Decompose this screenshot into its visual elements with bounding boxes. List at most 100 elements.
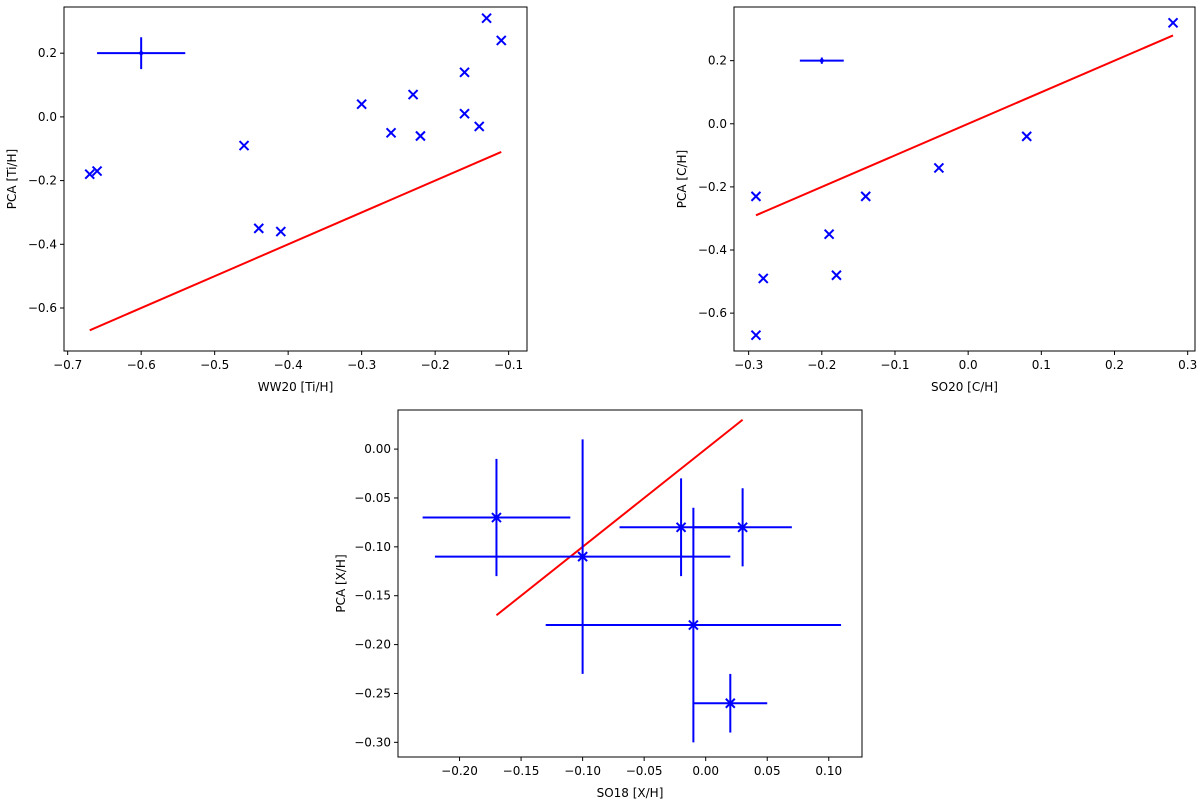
ti-point-11-marker-b xyxy=(474,121,485,132)
x-ytick-label-3: −0.15 xyxy=(354,589,391,603)
ti-xtick-label-4: −0.3 xyxy=(347,358,376,372)
ti-ytick-label-4: 0.2 xyxy=(38,46,57,60)
x-xtick-label-3: −0.05 xyxy=(626,764,663,778)
ti-data-point-2 xyxy=(238,140,250,151)
x-ytick-label-5: −0.25 xyxy=(354,686,391,700)
c-point-0-marker-b xyxy=(750,191,762,202)
ti-data-point-7 xyxy=(407,89,419,100)
c-xtick-label-2: −0.1 xyxy=(880,358,909,372)
x-point-5-marker-b xyxy=(725,698,736,709)
x-data-point-1 xyxy=(434,439,731,674)
c-data-point-8 xyxy=(1167,17,1179,28)
ti-point-1-marker-b xyxy=(91,165,103,177)
ti-xtick-label-2: −0.5 xyxy=(200,358,229,372)
ti-xtick-label-5: −0.2 xyxy=(421,358,450,372)
x-x-axis-label: SO18 [X/H] xyxy=(597,786,664,800)
c-point-4-marker-b xyxy=(831,270,842,281)
ti-ytick-label-2: −0.2 xyxy=(28,174,57,188)
x-point-1-marker-b xyxy=(577,551,588,562)
c-axes-frame xyxy=(733,6,1196,352)
ti-data-point-5 xyxy=(356,98,367,110)
c-ytick-label-3: 0.0 xyxy=(708,117,727,131)
c-point-1-marker-b xyxy=(750,330,762,341)
ti-data-point-9 xyxy=(459,67,470,78)
c-point-2-marker-b xyxy=(758,273,769,284)
ti-point-7-marker-b xyxy=(407,89,419,100)
ti-xtick-label-0: −0.7 xyxy=(53,358,82,372)
c-ytick-label-1: −0.4 xyxy=(698,243,727,257)
x-ytick-label-6: −0.30 xyxy=(354,735,391,749)
ti-fit-line xyxy=(89,151,502,332)
c-typical-error-bar xyxy=(799,57,844,64)
ti-point-10-marker-b xyxy=(459,108,470,119)
x-point-0-marker-b xyxy=(491,512,502,523)
x-xtick-label-6: 0.10 xyxy=(815,764,842,778)
x-axes-frame xyxy=(397,409,863,758)
x-xtick-label-1: −0.15 xyxy=(503,764,540,778)
c-point-7-marker-b xyxy=(1021,131,1032,142)
c-typical-error-center xyxy=(819,58,824,63)
c-xtick-label-5: 0.2 xyxy=(1105,358,1124,372)
x-point-4-marker-b xyxy=(688,619,699,631)
c-data-point-2 xyxy=(758,273,769,284)
c-data-point-5 xyxy=(860,191,871,202)
x-xtick-label-2: −0.10 xyxy=(564,764,601,778)
ti-data-point-0 xyxy=(84,169,95,180)
c-data-point-4 xyxy=(831,270,842,281)
ti-data-point-12 xyxy=(481,12,492,24)
ti-data-point-4 xyxy=(275,226,287,237)
c-ytick-label-2: −0.2 xyxy=(698,180,727,194)
ti-ytick-label-0: −0.6 xyxy=(28,301,57,315)
c-xtick-label-1: −0.2 xyxy=(807,358,836,372)
c-xtick-label-4: 0.1 xyxy=(1032,358,1051,372)
ti-axes-frame xyxy=(63,6,528,352)
ti-point-3-marker-b xyxy=(253,223,264,234)
c-y-axis-label: PCA [C/H] xyxy=(675,150,689,208)
x-xtick-label-4: 0.00 xyxy=(692,764,719,778)
ti-point-6-marker-b xyxy=(385,127,397,139)
ti-data-point-3 xyxy=(253,223,264,234)
ti-point-12-marker-b xyxy=(481,12,492,24)
x-ytick-label-1: −0.05 xyxy=(354,491,391,505)
ti-ytick-label-3: 0.0 xyxy=(38,110,57,124)
ti-xtick-label-1: −0.6 xyxy=(127,358,156,372)
ti-ytick-label-1: −0.4 xyxy=(28,237,57,251)
x-point-2-marker-b xyxy=(675,522,687,533)
x-data-point-5 xyxy=(693,673,768,733)
c-point-8-marker-b xyxy=(1167,17,1179,28)
ti-xtick-label-3: −0.4 xyxy=(274,358,303,372)
c-xtick-label-3: 0.0 xyxy=(959,358,978,372)
c-data-point-6 xyxy=(933,162,945,174)
ti-point-0-marker-b xyxy=(84,169,95,180)
ti-point-8-marker-b xyxy=(415,130,426,142)
c-point-5-marker-b xyxy=(860,191,871,202)
ti-y-axis-label: PCA [Ti/H] xyxy=(5,149,19,209)
ti-point-9-marker-b xyxy=(459,67,470,78)
ti-x-axis-label: WW20 [Ti/H] xyxy=(258,380,334,394)
ti-point-5-marker-b xyxy=(356,98,367,110)
ti-data-point-11 xyxy=(474,121,485,132)
c-point-3-marker-b xyxy=(823,229,835,240)
panel-x-scatter: −0.20 −0.15 −0.10 −0.05 0.00 0.05 0.10 0.00 −0.0… xyxy=(334,409,863,800)
x-ytick-label-0: 0.00 xyxy=(364,442,391,456)
x-ytick-label-4: −0.20 xyxy=(354,638,391,652)
c-data-point-1 xyxy=(750,330,762,341)
c-xtick-label-6: 0.3 xyxy=(1178,358,1197,372)
c-data-point-0 xyxy=(750,191,762,202)
ti-data-point-1 xyxy=(91,165,103,177)
ti-typical-error-center xyxy=(139,51,144,56)
ti-typical-error-bar xyxy=(97,37,186,70)
c-ytick-label-0: −0.6 xyxy=(698,306,727,320)
c-ytick-label-4: 0.2 xyxy=(708,54,727,68)
c-point-6-marker-b xyxy=(933,162,945,174)
c-data-point-7 xyxy=(1021,131,1032,142)
x-y-axis-label: PCA [X/H] xyxy=(334,554,348,612)
panel-ti-scatter: −0.7 −0.6 −0.5 −0.4 −0.3 −0.2 −0.1 −0.6 −0.4 −0.2… xyxy=(5,6,528,394)
ti-point-4-marker-b xyxy=(275,226,287,237)
ti-data-point-6 xyxy=(385,127,397,139)
ti-data-point-13 xyxy=(496,35,507,46)
x-data-point-3 xyxy=(693,488,792,567)
ti-data-point-10 xyxy=(459,108,470,119)
ti-point-13-marker-b xyxy=(496,35,507,46)
